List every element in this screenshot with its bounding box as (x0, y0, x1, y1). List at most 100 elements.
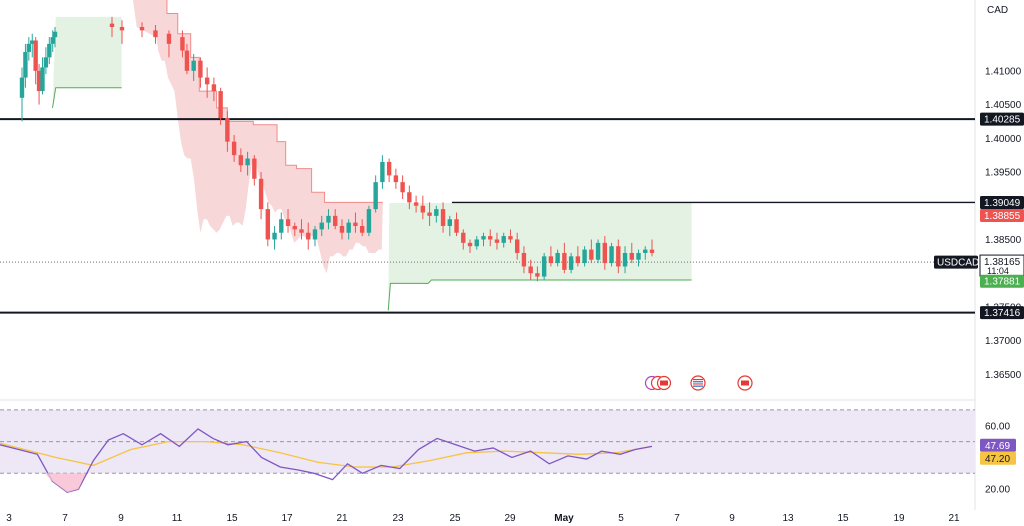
candle-14[interactable] (153, 24, 158, 44)
candle-47[interactable] (386, 158, 392, 183)
candle-82[interactable] (622, 246, 628, 274)
candle-77[interactable] (589, 239, 594, 264)
candle-32[interactable] (285, 209, 291, 233)
candle-35[interactable] (306, 222, 311, 250)
candle-19[interactable] (198, 57, 203, 88)
candle-9[interactable] (50, 30, 55, 52)
candle-63[interactable] (494, 232, 500, 250)
candle-21[interactable] (211, 77, 217, 102)
candle-37[interactable] (319, 215, 324, 237)
candle-10[interactable] (52, 26, 58, 48)
candle-83[interactable] (629, 242, 634, 264)
candle-38[interactable] (326, 209, 331, 230)
candle-31[interactable] (279, 212, 284, 240)
candle-1[interactable] (23, 43, 28, 88)
candle-0[interactable] (19, 67, 25, 122)
candle-24[interactable] (231, 134, 237, 162)
candle-42[interactable] (353, 212, 358, 233)
candle-25[interactable] (238, 148, 244, 173)
candle-85[interactable] (643, 246, 648, 260)
ca-flag-icon[interactable] (737, 375, 753, 391)
candle-65[interactable] (508, 229, 513, 243)
candle-53[interactable] (427, 202, 432, 226)
candle-69[interactable] (535, 266, 540, 282)
candle-22[interactable] (218, 87, 223, 125)
candle-50[interactable] (407, 185, 412, 210)
candle-30[interactable] (272, 225, 277, 250)
candle-79[interactable] (602, 236, 608, 270)
candle-33[interactable] (292, 222, 297, 237)
candles-layer[interactable] (19, 16, 655, 282)
candle-67[interactable] (521, 246, 527, 274)
candle-61[interactable] (481, 232, 486, 247)
events-layer[interactable] (644, 375, 753, 391)
candle-60[interactable] (474, 236, 479, 250)
us-flag-icon[interactable] (690, 375, 706, 391)
candle-70[interactable] (541, 252, 547, 280)
candle-body (488, 236, 493, 240)
candle-73[interactable] (562, 242, 567, 274)
candle-71[interactable] (548, 246, 554, 267)
candle-66[interactable] (514, 232, 520, 260)
candle-15[interactable] (166, 30, 172, 58)
candle-26[interactable] (245, 151, 250, 176)
candle-27[interactable] (252, 155, 257, 186)
candle-43[interactable] (359, 219, 365, 237)
candle-59[interactable] (467, 239, 473, 253)
candle-41[interactable] (346, 219, 351, 240)
candle-58[interactable] (461, 229, 466, 250)
candle-4[interactable] (33, 37, 38, 85)
candle-3[interactable] (30, 33, 35, 58)
candle-52[interactable] (420, 195, 426, 220)
candle-16[interactable] (180, 30, 185, 58)
candle-40[interactable] (339, 219, 345, 240)
candle-78[interactable] (595, 239, 601, 264)
candle-74[interactable] (568, 252, 574, 274)
candle-5[interactable] (36, 64, 42, 105)
candle-49[interactable] (400, 175, 405, 199)
ca-flag-mark (741, 380, 749, 386)
candle-46[interactable] (380, 155, 385, 189)
candle-48[interactable] (393, 168, 399, 189)
candle-76[interactable] (582, 246, 587, 267)
candle-36[interactable] (312, 225, 318, 247)
candle-56[interactable] (447, 215, 452, 237)
candle-12[interactable] (119, 20, 125, 44)
candle-20[interactable] (204, 67, 210, 98)
candle-80[interactable] (609, 242, 614, 267)
candle-11[interactable] (109, 16, 115, 38)
candle-34[interactable] (299, 219, 304, 240)
candle-84[interactable] (636, 249, 641, 267)
candle-2[interactable] (26, 37, 32, 61)
candle-29[interactable] (265, 202, 271, 247)
candle-17[interactable] (184, 43, 190, 75)
candle-57[interactable] (454, 212, 459, 237)
candle-44[interactable] (366, 205, 372, 237)
candle-18[interactable] (191, 53, 196, 81)
candle-68[interactable] (528, 259, 533, 280)
candle-6[interactable] (40, 57, 45, 95)
candle-39[interactable] (333, 209, 338, 230)
candle-86[interactable] (649, 239, 655, 257)
candle-23[interactable] (225, 111, 230, 152)
candle-28[interactable] (258, 172, 264, 220)
horizontal-levels-layer[interactable] (0, 118, 975, 314)
candle-51[interactable] (413, 195, 419, 213)
candle-62[interactable] (488, 229, 493, 247)
candle-72[interactable] (555, 249, 560, 267)
candle-81[interactable] (616, 239, 621, 274)
candle-64[interactable] (501, 232, 506, 248)
candle-45[interactable] (373, 175, 378, 213)
candle-8[interactable] (47, 37, 52, 65)
time-axis[interactable]: 3 7 9 11 15 17 21 23 25 29 May 5 7 9 13 15 19 21 (6, 513, 960, 524)
candle-54[interactable] (434, 205, 439, 223)
candle-75[interactable] (575, 246, 581, 267)
rsi-tick-label: 60.00 (985, 421, 1010, 432)
candle-7[interactable] (43, 47, 49, 75)
candle-55[interactable] (440, 202, 446, 233)
candle-13[interactable] (139, 22, 145, 38)
rsi-pane[interactable] (0, 409, 975, 494)
candle-body (47, 43, 52, 58)
calendar-flags-icon[interactable] (644, 375, 672, 391)
